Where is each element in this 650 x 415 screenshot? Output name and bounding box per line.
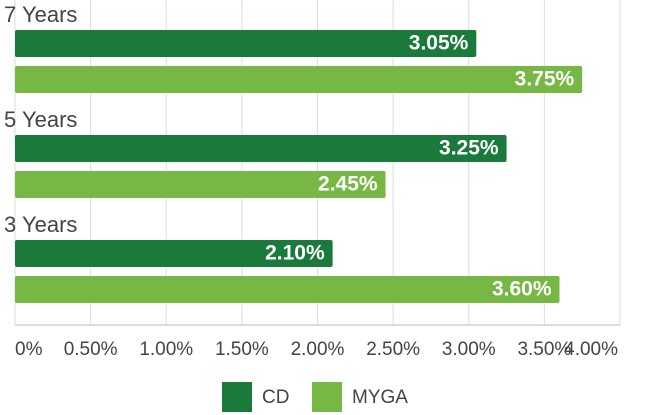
x-tick-label: 2.50% bbox=[366, 339, 420, 360]
bar bbox=[15, 66, 583, 93]
value-label: 2.45% bbox=[318, 173, 378, 196]
value-label: 3.05% bbox=[409, 32, 469, 55]
bar bbox=[15, 135, 507, 162]
x-tick-label: 0% bbox=[15, 339, 43, 360]
value-label: 3.60% bbox=[492, 278, 552, 301]
x-tick-label: 0.50% bbox=[64, 339, 118, 360]
bar bbox=[15, 240, 333, 267]
legend-swatch bbox=[312, 382, 342, 412]
value-label: 2.10% bbox=[265, 242, 325, 265]
legend-label: MYGA bbox=[352, 387, 408, 408]
x-tick-label: 1.00% bbox=[139, 339, 193, 360]
category-label: 7 Years bbox=[4, 2, 77, 27]
x-tick-label: 2.00% bbox=[291, 339, 345, 360]
legend-swatch bbox=[222, 382, 252, 412]
x-tick-label: 3.50% bbox=[517, 339, 571, 360]
bar bbox=[15, 276, 560, 303]
value-label: 3.25% bbox=[439, 137, 499, 160]
bar bbox=[15, 171, 386, 198]
x-tick-label: 1.50% bbox=[215, 339, 269, 360]
x-tick-label: 4.00% bbox=[564, 339, 618, 360]
category-label: 5 Years bbox=[4, 107, 77, 132]
category-label: 3 Years bbox=[4, 212, 77, 237]
bar bbox=[15, 30, 477, 57]
x-tick-label: 3.00% bbox=[442, 339, 496, 360]
legend-label: CD bbox=[262, 387, 289, 408]
value-label: 3.75% bbox=[515, 68, 575, 91]
